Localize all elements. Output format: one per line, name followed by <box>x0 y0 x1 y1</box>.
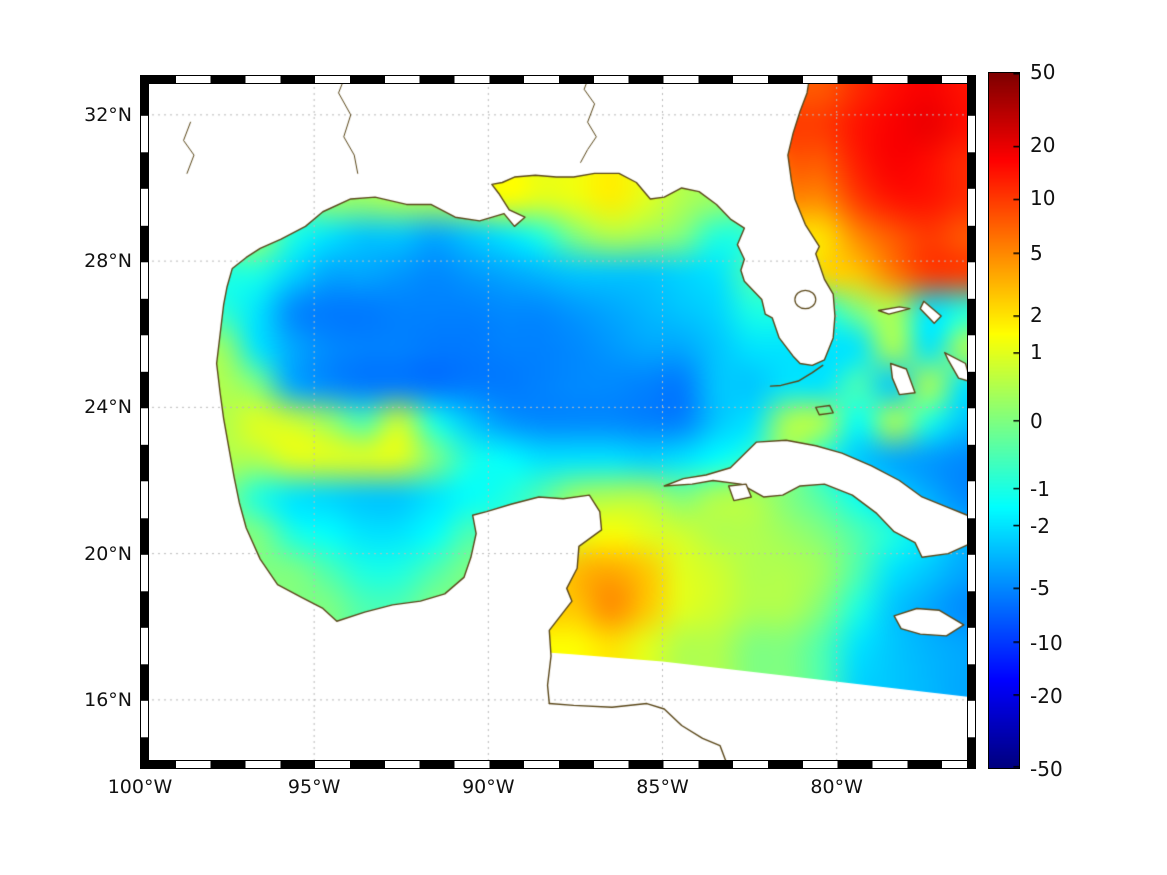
colorbar-tick-label: -5 <box>1030 576 1050 601</box>
map-frame-right <box>967 75 976 769</box>
y-tick-label: 32°N <box>84 103 132 126</box>
colorbar-tick-label: -20 <box>1030 683 1063 708</box>
colorbar-tick-label: -50 <box>1030 757 1063 781</box>
colorbar-tick-label: 0 <box>1030 408 1043 433</box>
colorbar-tick-label: 20 <box>1030 133 1056 158</box>
map-frame-top <box>140 75 976 84</box>
colorbar-tick-label: 2 <box>1030 303 1043 328</box>
y-tick-label: 20°N <box>84 542 132 565</box>
y-tick-label: 16°N <box>84 688 132 711</box>
colorbar-tick-label: 5 <box>1030 240 1043 265</box>
colorbar-tick-label: 50 <box>1030 60 1056 84</box>
colorbar-tick-label: 1 <box>1030 340 1043 365</box>
x-tick-label: 95°W <box>287 776 341 798</box>
map-plot-area <box>140 75 976 769</box>
colorbar-gradient-canvas <box>989 73 1019 768</box>
colorbar-tick-label: 10 <box>1030 186 1056 211</box>
x-tick-label: 90°W <box>462 776 515 798</box>
y-tick-label: 24°N <box>84 396 132 419</box>
x-tick-label: 80°W <box>810 776 863 798</box>
map-canvas <box>140 75 976 769</box>
x-tick-label: 100°W <box>107 776 173 798</box>
map-frame-bottom <box>140 760 976 769</box>
colorbar-tick-label: -1 <box>1030 476 1050 501</box>
y-tick-label: 28°N <box>84 250 132 273</box>
colorbar <box>988 72 1020 769</box>
colorbar-tick-label: -2 <box>1030 513 1050 538</box>
colorbar-tick-label: -10 <box>1030 630 1063 655</box>
map-frame-left <box>140 75 149 769</box>
x-tick-label: 85°W <box>636 776 689 798</box>
